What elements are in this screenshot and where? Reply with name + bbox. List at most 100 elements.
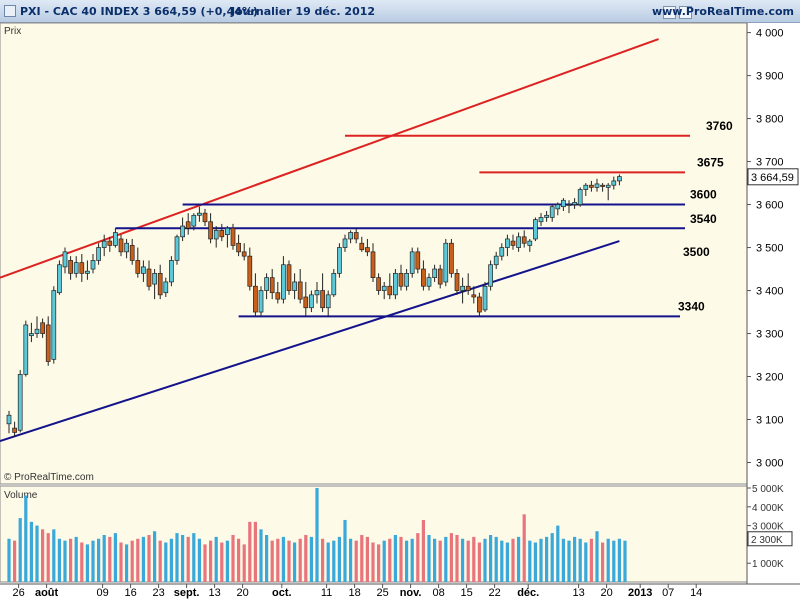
volume-bar: [175, 533, 179, 582]
candle-body: [482, 285, 488, 311]
candle-body: [393, 272, 398, 296]
candle: [281, 256, 286, 304]
candle: [516, 232, 521, 252]
candle: [79, 254, 85, 282]
candle: [566, 200, 572, 214]
candle: [253, 273, 258, 317]
volume-bar: [500, 540, 504, 582]
volume-bar: [567, 540, 571, 582]
candle-body: [353, 232, 359, 240]
candle-body: [96, 247, 101, 261]
candle: [157, 264, 163, 300]
candle-body: [617, 176, 622, 182]
candle: [577, 187, 583, 207]
candle-body: [600, 184, 605, 187]
candle: [449, 238, 454, 278]
volume-bar: [52, 529, 56, 582]
maximize-icon[interactable]: [679, 6, 692, 19]
candle-body: [141, 266, 146, 274]
candle-body: [51, 290, 57, 360]
time-tick-label: 18: [348, 587, 360, 599]
volume-bar: [421, 519, 425, 582]
candle: [29, 322, 34, 343]
candle-body: [124, 242, 129, 253]
volume-bar: [483, 538, 487, 582]
candle-body: [376, 277, 381, 291]
volume-bar: [41, 529, 45, 582]
candle: [443, 238, 449, 287]
candle: [275, 281, 281, 304]
volume-tick-label: 4 000K: [752, 503, 784, 514]
candle: [477, 292, 482, 317]
site-url[interactable]: www.ProRealTime.com: [651, 5, 794, 18]
price-tick-label: 3 000: [756, 458, 784, 470]
candle-body: [247, 255, 253, 287]
candle: [605, 183, 611, 201]
candle-body: [264, 277, 269, 291]
volume-bar: [617, 538, 621, 582]
volume-bar: [332, 540, 336, 582]
candle: [432, 264, 437, 282]
candle-body: [29, 333, 34, 337]
candle-body: [443, 242, 449, 283]
price-tick-label: 3 100: [756, 415, 784, 427]
candle: [68, 256, 73, 280]
volume-bar: [63, 540, 67, 582]
chart-logo-icon: [4, 5, 16, 17]
candle: [219, 223, 225, 242]
candle-body: [12, 427, 17, 433]
candle: [90, 254, 96, 274]
volume-bar: [192, 533, 196, 582]
candle-body: [303, 296, 309, 309]
candle-body: [387, 285, 393, 296]
candle: [191, 213, 197, 231]
volume-bar: [69, 538, 73, 582]
candle-body: [17, 374, 23, 431]
price-panel-label: Prix: [4, 26, 21, 37]
volume-bar: [461, 538, 465, 582]
volume-bar: [410, 538, 414, 582]
volume-bar: [141, 536, 145, 582]
volume-bar: [13, 540, 17, 582]
candle: [572, 198, 577, 209]
candle: [499, 243, 505, 261]
candle: [202, 208, 208, 227]
candle-body: [549, 206, 555, 218]
volume-bar: [623, 540, 627, 582]
volume-bar: [119, 542, 123, 582]
volume-bar: [382, 540, 386, 582]
candle-body: [292, 281, 297, 291]
candle-body: [460, 285, 465, 291]
volume-bar: [259, 529, 263, 582]
candle-body: [471, 294, 477, 298]
volume-bar: [281, 536, 285, 582]
volume-bar: [416, 533, 420, 582]
candle-body: [197, 212, 202, 216]
candle-body: [359, 242, 365, 251]
volume-bar: [136, 538, 140, 582]
price-tick-label: 3 700: [756, 157, 784, 169]
candle: [381, 281, 387, 300]
volume-bar: [578, 538, 582, 582]
candle-body: [505, 238, 510, 248]
candle: [589, 180, 594, 192]
minimize-icon[interactable]: [663, 6, 676, 19]
level-label-3600: 3600: [690, 188, 717, 202]
candle-body: [107, 240, 113, 246]
copyright-label: © ProRealTime.com: [4, 472, 94, 483]
volume-bar: [309, 536, 313, 582]
candle: [12, 421, 17, 437]
candle: [348, 230, 353, 244]
volume-bar: [606, 538, 610, 582]
level-label-3675: 3675: [697, 155, 724, 169]
volume-bar: [197, 538, 201, 582]
candle-body: [577, 189, 583, 205]
candle: [561, 198, 566, 212]
candle: [73, 256, 79, 278]
candle: [62, 247, 68, 274]
volume-bar: [550, 533, 554, 582]
candle: [488, 260, 493, 291]
candle-body: [219, 230, 225, 238]
candle: [124, 238, 129, 259]
candle-body: [180, 225, 185, 238]
